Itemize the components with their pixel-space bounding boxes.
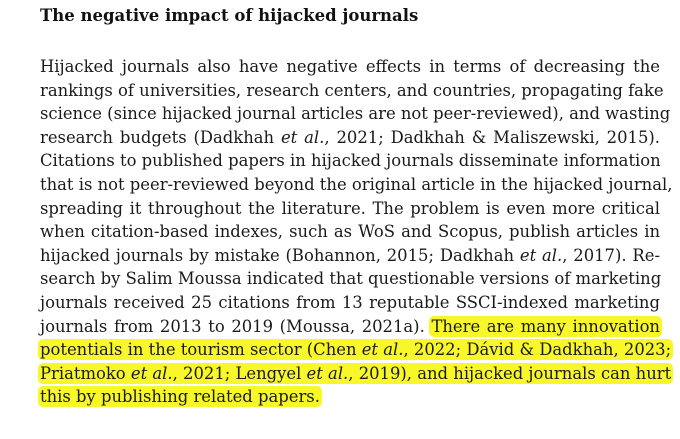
- text-run: , 2022; Dávid & Dadkhah, 2023;: [403, 340, 672, 360]
- paragraph-line-9: hijacked journals by mistake (Bohannon, …: [40, 244, 660, 268]
- section-heading: The negative impact of hijacked journals: [40, 6, 419, 25]
- paragraph-line-11: journals received 25 citations from 13 r…: [40, 292, 660, 312]
- text-run: hijacked journals by mistake (Bohannon, …: [40, 245, 520, 265]
- text-run: journals from 2013 to 2019 (Moussa, 2021…: [40, 316, 425, 336]
- paragraph-line-14: Priatmoko et al., 2021; Lengyel et al., …: [38, 362, 674, 386]
- italic-et-al: et al.: [361, 340, 404, 360]
- paragraph-line-6: that is not peer-reviewed beyond the ori…: [40, 174, 673, 194]
- italic-et-al: et al.: [280, 127, 325, 147]
- paragraph-line-1: Hijacked journals also have negative eff…: [40, 57, 660, 76]
- text-run: , 2021; Dadkhah & Maliszewski, 2015).: [324, 127, 660, 147]
- paragraph-line-3: science (since hijacked journal articles…: [40, 104, 671, 124]
- paragraph-line-7: spreading it throughout the literature. …: [40, 198, 660, 218]
- paragraph-line-13: potentials in the tourism sector (Chen e…: [38, 338, 674, 362]
- highlighted-text: Priatmoko et al., 2021; Lengyel et al., …: [38, 362, 674, 384]
- italic-et-al: et al.: [130, 363, 173, 383]
- paragraph-line-12: journals from 2013 to 2019 (Moussa, 2021…: [40, 315, 662, 339]
- paragraph-line-4: research budgets (Dadkhah et al., 2021; …: [40, 126, 660, 150]
- paragraph-line-2: rankings of universities, research cente…: [40, 80, 664, 100]
- body-paragraph: Hijacked journals also have negative eff…: [38, 55, 674, 409]
- text-run: Priatmoko: [40, 363, 131, 383]
- text-run: , 2019), and hijacked journals can hurt: [348, 363, 672, 383]
- text-run: potentials in the tourism sector (Chen: [40, 340, 362, 360]
- paragraph-line-8: when citation-based indexes, such as WoS…: [40, 222, 660, 242]
- highlighted-text: There are many innovation: [429, 315, 662, 337]
- highlighted-text: this by publishing related papers.: [38, 386, 322, 408]
- paragraph-line-5: Citations to published papers in hijacke…: [40, 151, 661, 171]
- text-run: , 2017). Re-: [562, 245, 660, 265]
- paragraph-line-10: search by Salim Moussa indicated that qu…: [40, 269, 662, 289]
- text-run: , 2021; Lengyel: [172, 363, 307, 383]
- highlighted-text: potentials in the tourism sector (Chen e…: [38, 339, 674, 361]
- italic-et-al: et al.: [519, 245, 563, 265]
- paragraph-line-15: this by publishing related papers.: [38, 385, 660, 409]
- italic-et-al: et al.: [306, 363, 349, 383]
- text-run: research budgets (Dadkhah: [40, 127, 281, 147]
